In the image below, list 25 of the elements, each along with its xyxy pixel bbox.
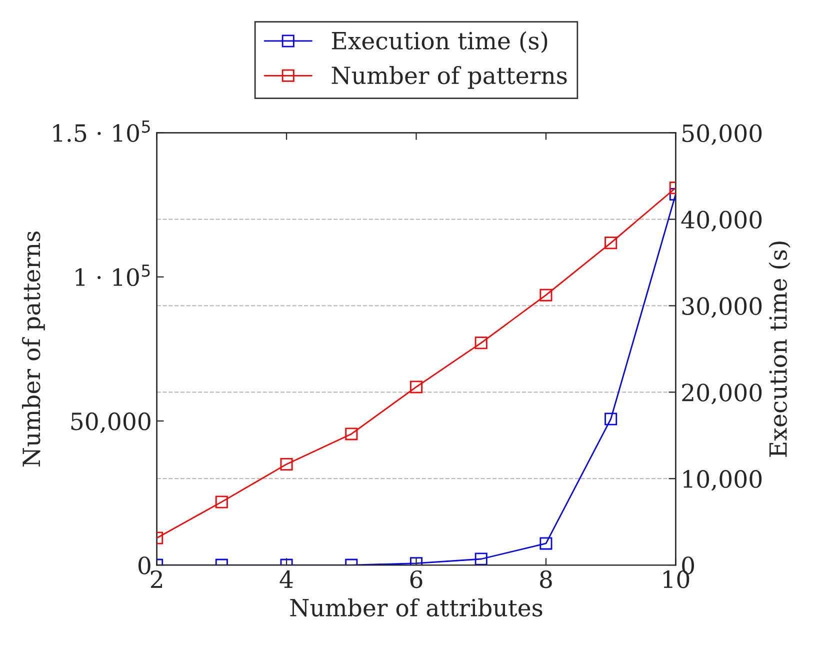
- point: [474, 336, 488, 350]
- legend-label: Execution time (s): [332, 31, 548, 53]
- y2-tick-label: 30,000: [682, 297, 762, 318]
- point: [345, 428, 358, 440]
- point: [604, 236, 618, 250]
- x-tick-label: 2: [150, 570, 162, 588]
- y-tick-label: 1.5 · 10$^{5}$: [53, 120, 150, 142]
- point: [540, 288, 552, 302]
- x-tick-label: 8: [540, 570, 552, 588]
- y-tick-label: 0: [138, 556, 150, 574]
- legend-label: Number of patterns: [332, 66, 567, 89]
- y-axis-title: Number of patterns: [22, 231, 45, 466]
- y2-tick-label: 10,000: [683, 470, 762, 491]
- y2-tick-label: 40,000: [681, 210, 762, 232]
- x-tick-label: 6: [410, 570, 422, 588]
- y2-tick-label: 20,000: [682, 384, 762, 404]
- point: [280, 458, 293, 470]
- y-tick-label: 1 · 10$^{5}$: [76, 264, 150, 286]
- y2-axis-title: Execution time (s): [768, 242, 790, 457]
- x-axis-title: Number of attributes: [290, 598, 542, 617]
- y2-tick-label: 50,000: [682, 124, 762, 146]
- point: [410, 380, 422, 394]
- point: [215, 496, 228, 508]
- y-tick-label: 50,000: [71, 412, 150, 434]
- x-tick-label: 4: [280, 570, 293, 588]
